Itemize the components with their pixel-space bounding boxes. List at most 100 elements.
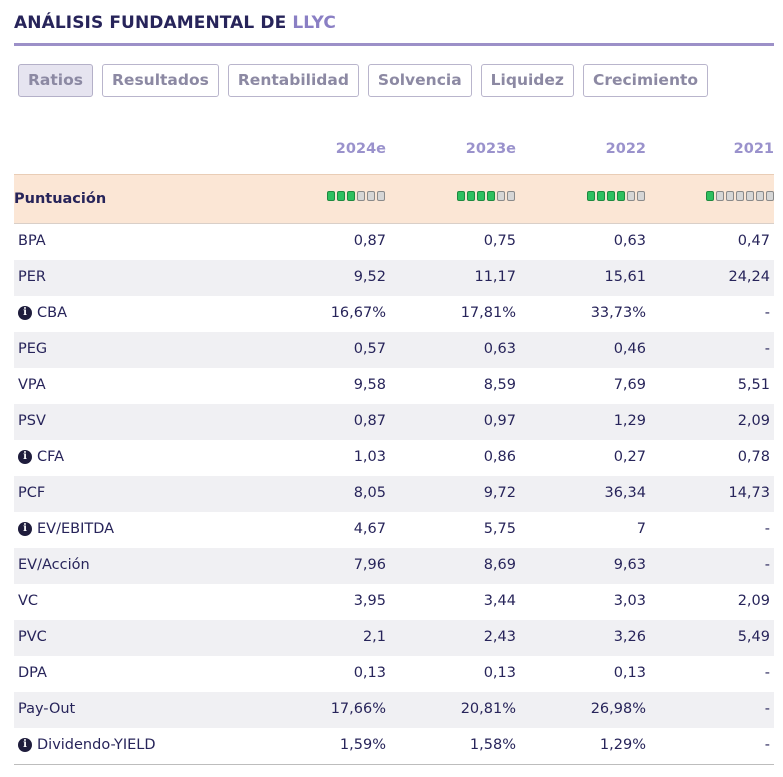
row-label: i EV/EBITDA bbox=[18, 521, 114, 537]
table-cell: 1,29 bbox=[613, 413, 646, 429]
table-cell: 5,49 bbox=[737, 629, 770, 645]
score-dot-filled bbox=[477, 191, 485, 201]
table-cell: 11,17 bbox=[474, 269, 516, 285]
score-label: Puntuación bbox=[14, 191, 107, 207]
table-cell: 17,81% bbox=[460, 305, 516, 321]
tab-ratios[interactable]: Ratios bbox=[18, 64, 93, 97]
row-label-text: DPA bbox=[18, 665, 47, 681]
row-label: BPA bbox=[18, 233, 46, 249]
table-cell: 0,57 bbox=[353, 341, 386, 357]
score-dot-filled bbox=[327, 191, 335, 201]
table-cell: 9,72 bbox=[483, 485, 516, 501]
table-cell: 15,61 bbox=[604, 269, 646, 285]
table-cell: 1,03 bbox=[353, 449, 386, 465]
row-label-text: EV/EBITDA bbox=[37, 521, 115, 537]
tab-liquidez[interactable]: Liquidez bbox=[480, 64, 574, 97]
table-cell: 0,78 bbox=[737, 449, 770, 465]
row-label: EV/Acción bbox=[18, 557, 90, 573]
table-cell: 5,51 bbox=[737, 377, 770, 393]
score-dot-empty bbox=[756, 191, 764, 201]
table-row: BPA 0,87 0,75 0,63 0,47 bbox=[14, 224, 774, 260]
tab-crecimiento[interactable]: Crecimiento bbox=[582, 64, 709, 97]
year-header: 2023e bbox=[465, 141, 516, 157]
table-cell: 16,67% bbox=[330, 305, 386, 321]
table-cell: 0,63 bbox=[483, 341, 516, 357]
score-indicator bbox=[706, 191, 774, 201]
table-row: VC 3,95 3,44 3,03 2,09 bbox=[14, 584, 774, 620]
score-dot-filled bbox=[487, 191, 495, 201]
row-label-text: PCF bbox=[18, 485, 46, 501]
info-icon[interactable]: i bbox=[18, 522, 32, 536]
table-row: i Dividendo-YIELD 1,59% 1,58% 1,29% - bbox=[14, 728, 774, 764]
row-label: i CFA bbox=[18, 449, 64, 465]
info-icon[interactable]: i bbox=[18, 450, 32, 464]
score-dot-empty bbox=[507, 191, 515, 201]
table-cell: 2,43 bbox=[483, 629, 516, 645]
table-cell: 0,13 bbox=[353, 665, 386, 681]
row-label: VPA bbox=[18, 377, 46, 393]
row-label-text: VPA bbox=[18, 377, 46, 393]
row-label: VC bbox=[18, 593, 38, 609]
table-cell: 2,1 bbox=[362, 629, 386, 645]
table-cell: 24,24 bbox=[728, 269, 770, 285]
table-row: DPA 0,13 0,13 0,13 - bbox=[14, 656, 774, 692]
table-cell: 0,27 bbox=[613, 449, 646, 465]
table-cell: 3,03 bbox=[613, 593, 646, 609]
table-cell: 3,26 bbox=[613, 629, 646, 645]
score-dot-empty bbox=[367, 191, 375, 201]
score-row: Puntuación bbox=[14, 174, 774, 224]
row-label-text: PEG bbox=[18, 341, 48, 357]
score-dot-filled bbox=[597, 191, 605, 201]
table-cell: 0,86 bbox=[483, 449, 516, 465]
score-indicator bbox=[327, 191, 385, 201]
ticker-link[interactable]: LLYC bbox=[292, 13, 336, 33]
table-cell: 0,87 bbox=[353, 233, 386, 249]
score-dot-filled bbox=[457, 191, 465, 201]
table-row: i EV/EBITDA 4,67 5,75 7 - bbox=[14, 512, 774, 548]
tab-resultados[interactable]: Resultados bbox=[102, 64, 219, 97]
score-dot-filled bbox=[587, 191, 595, 201]
table-row: PER 9,52 11,17 15,61 24,24 bbox=[14, 260, 774, 296]
table-cell: 0,87 bbox=[353, 413, 386, 429]
ratios-table-body: BPA 0,87 0,75 0,63 0,47 PER 9,52 11,17 15,61 24,2… bbox=[14, 224, 774, 764]
table-cell: 8,59 bbox=[483, 377, 516, 393]
table-cell: - bbox=[764, 341, 770, 357]
year-header: 2021 bbox=[733, 141, 774, 157]
table-cell: - bbox=[764, 521, 770, 537]
tab-solvencia[interactable]: Solvencia bbox=[367, 64, 472, 97]
table-cell: 9,52 bbox=[353, 269, 386, 285]
table-cell: 3,95 bbox=[353, 593, 386, 609]
score-dot-empty bbox=[746, 191, 754, 201]
table-cell: 5,75 bbox=[483, 521, 516, 537]
title-divider bbox=[14, 43, 774, 46]
row-label: PVC bbox=[18, 629, 47, 645]
row-label: i Dividendo-YIELD bbox=[18, 737, 156, 753]
table-cell: 0,13 bbox=[483, 665, 516, 681]
table-cell: 9,58 bbox=[353, 377, 386, 393]
table-cell: 36,34 bbox=[604, 485, 646, 501]
row-label-text: CBA bbox=[37, 305, 67, 321]
row-label-text: CFA bbox=[37, 449, 65, 465]
row-label-text: PSV bbox=[18, 413, 46, 429]
year-header: 2024e bbox=[335, 141, 386, 157]
info-icon[interactable]: i bbox=[18, 306, 32, 320]
tab-rentabilidad[interactable]: Rentabilidad bbox=[227, 64, 359, 97]
row-label: i CBA bbox=[18, 305, 67, 321]
table-cell: 4,67 bbox=[353, 521, 386, 537]
table-cell: 9,63 bbox=[613, 557, 646, 573]
table-row: Pay-Out 17,66% 20,81% 26,98% - bbox=[14, 692, 774, 728]
table-cell: 0,97 bbox=[483, 413, 516, 429]
info-icon[interactable]: i bbox=[18, 738, 32, 752]
score-indicator bbox=[457, 191, 515, 201]
table-cell: 7,69 bbox=[613, 377, 646, 393]
table-row: PVC 2,1 2,43 3,26 5,49 bbox=[14, 620, 774, 656]
table-cell: 3,44 bbox=[483, 593, 516, 609]
table-cell: 2,09 bbox=[737, 593, 770, 609]
table-cell: - bbox=[764, 557, 770, 573]
score-dot-empty bbox=[627, 191, 635, 201]
table-header: 2024e 2023e 2022 2021 bbox=[14, 133, 774, 169]
score-dot-filled bbox=[607, 191, 615, 201]
row-label: Pay-Out bbox=[18, 701, 75, 717]
table-cell: 2,09 bbox=[737, 413, 770, 429]
row-label: PER bbox=[18, 269, 46, 285]
